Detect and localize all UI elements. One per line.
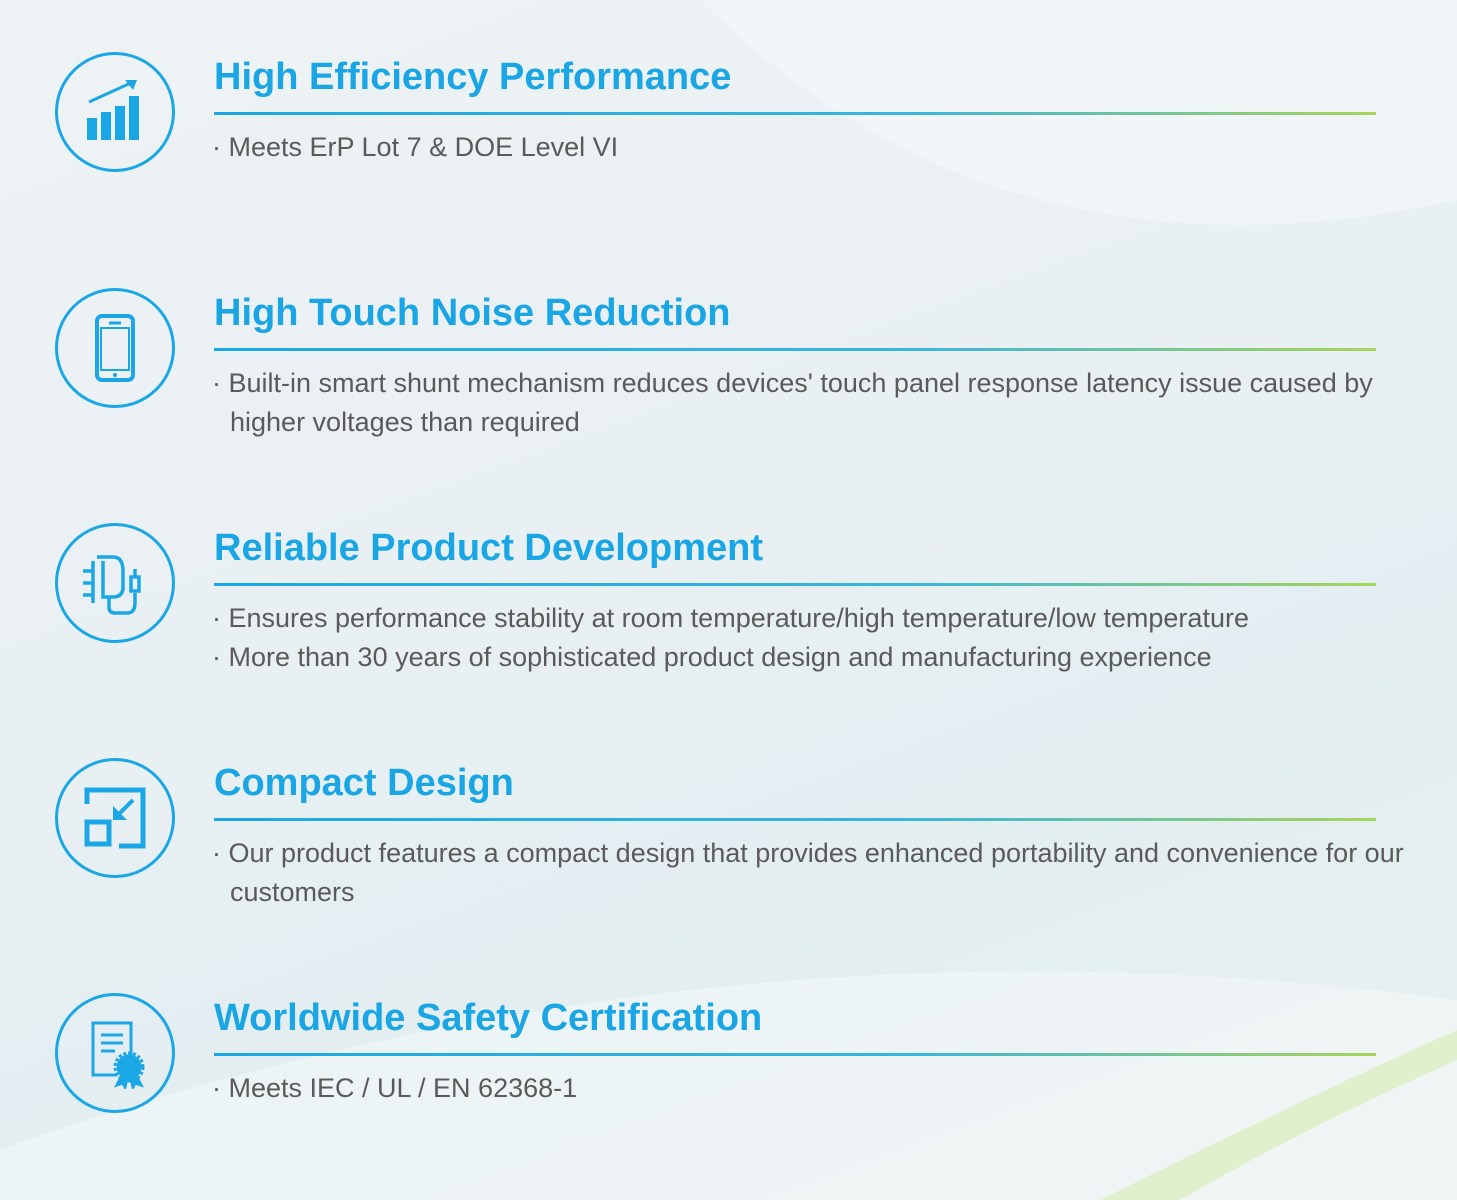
divider (214, 583, 1376, 586)
bar-chart-growth-icon (55, 52, 175, 172)
divider (214, 818, 1376, 821)
feature-title: High Efficiency Performance (214, 56, 732, 98)
feature-compact-design: Compact Design · Our product features a … (0, 758, 1457, 958)
feature-title: Worldwide Safety Certification (214, 997, 763, 1039)
power-adapter-icon (55, 523, 175, 643)
feature-bullet: · Ensures performance stability at room … (212, 603, 1249, 633)
feature-title: Compact Design (214, 762, 514, 804)
feature-title: Reliable Product Development (214, 527, 764, 569)
divider (214, 348, 1376, 351)
feature-bullet: · Meets IEC / UL / EN 62368-1 (212, 1073, 578, 1103)
feature-bullet: · More than 30 years of sophisticated pr… (212, 642, 1212, 672)
feature-bullet: · Built-in smart shunt mechanism reduces… (212, 368, 1373, 437)
feature-safety-certification: Worldwide Safety Certification · Meets I… (0, 993, 1457, 1193)
certificate-icon (55, 993, 175, 1113)
feature-bullet: · Meets ErP Lot 7 & DOE Level VI (212, 132, 619, 162)
feature-title: High Touch Noise Reduction (214, 292, 731, 334)
feature-reliable-development: Reliable Product Development · Ensures p… (0, 523, 1457, 723)
compact-resize-icon (55, 758, 175, 878)
feature-bullet: · Our product features a compact design … (212, 838, 1404, 907)
smartphone-icon (55, 288, 175, 408)
divider (214, 112, 1376, 115)
feature-high-efficiency: High Efficiency Performance · Meets ErP … (0, 52, 1457, 252)
divider (214, 1053, 1376, 1056)
feature-touch-noise: High Touch Noise Reduction · Built-in sm… (0, 288, 1457, 488)
